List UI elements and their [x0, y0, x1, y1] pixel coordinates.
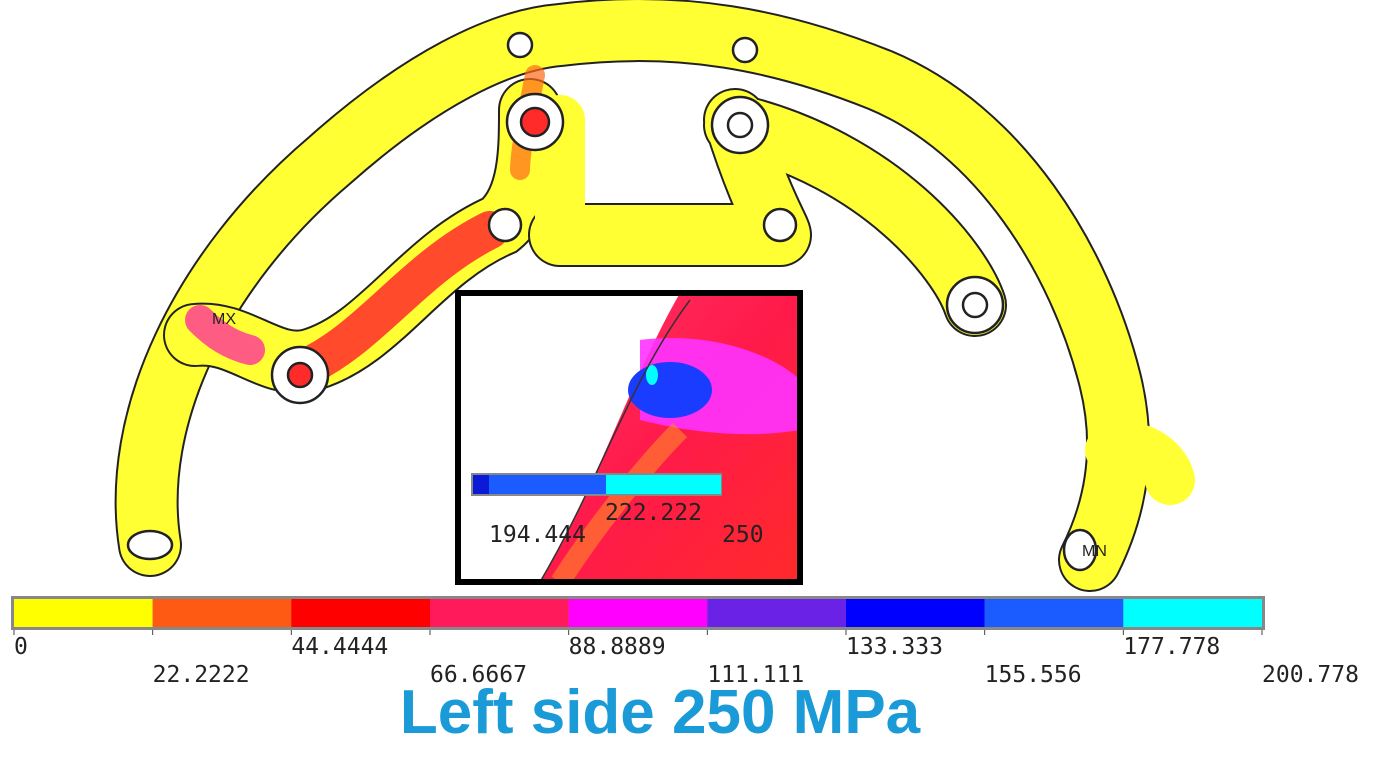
inset-legend-swatch	[473, 475, 489, 494]
legend-label: 155.556	[985, 662, 1082, 688]
max-label: MX	[212, 311, 236, 328]
legend-swatch	[430, 599, 569, 627]
inset-legend-label: 222.222	[605, 500, 702, 526]
inset: 222.222 194.444 250	[458, 293, 800, 582]
inset-legend-label: 250	[722, 522, 764, 548]
legend: 022.222244.444466.666788.8889111.111133.…	[11, 596, 1359, 688]
min-label: MN	[1082, 543, 1107, 560]
legend-swatch	[707, 599, 846, 627]
legend-swatch	[846, 599, 985, 627]
legend-label: 44.4444	[291, 634, 388, 660]
inset-legend-swatch	[606, 475, 721, 494]
legend-label: 200.778	[1262, 662, 1359, 688]
legend-swatch	[153, 599, 292, 627]
page: MX MN 222.222194.444250 022.222244.44446…	[0, 0, 1395, 763]
inset-legend-swatch	[489, 475, 606, 494]
legend-swatch	[1123, 599, 1262, 627]
legend-label: 22.2222	[153, 662, 250, 688]
legend-label: 133.333	[846, 634, 943, 660]
legend-swatch	[569, 599, 708, 627]
caption: Left side 250 MPa	[400, 678, 921, 747]
legend-label: 88.8889	[569, 634, 666, 660]
inset-legend-label: 194.444	[489, 522, 586, 548]
legend-swatch	[291, 599, 430, 627]
legend-swatch	[14, 599, 153, 627]
legend-swatch	[985, 599, 1124, 627]
legend-label: 177.778	[1123, 634, 1220, 660]
legend-label: 0	[14, 634, 28, 660]
